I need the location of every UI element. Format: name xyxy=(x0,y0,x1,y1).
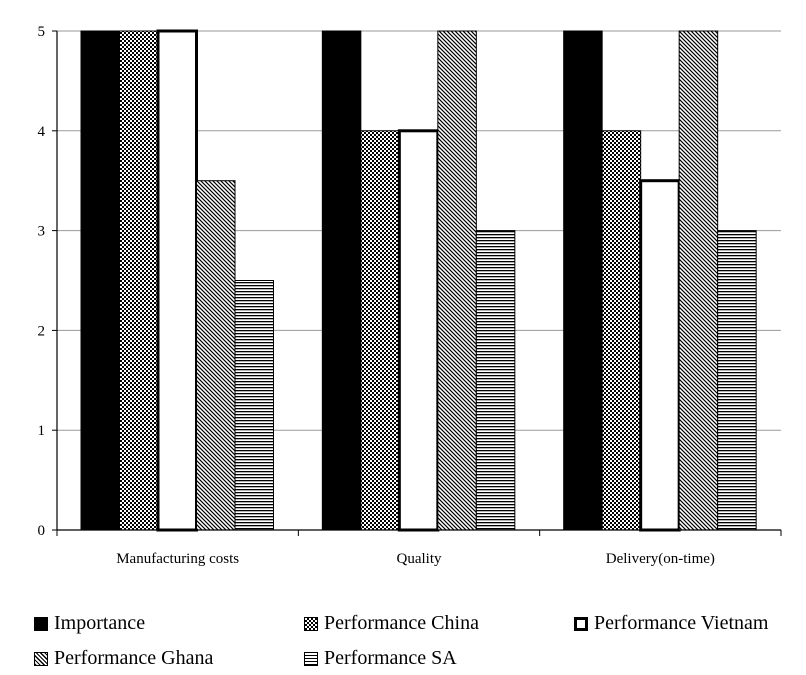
tick-labels: 0 1 2 3 4 5 Manufacturing costs Quality Delivery… xyxy=(38,24,715,567)
bar-performance-sa-3 xyxy=(717,230,757,531)
x-tick-label: Delivery(on-time) xyxy=(606,551,715,567)
x-tick-label: Manufacturing costs xyxy=(116,551,239,567)
bar-performance-china-3 xyxy=(601,130,642,531)
y-tick-label: 2 xyxy=(38,323,46,339)
bar-importance-1 xyxy=(80,30,120,531)
bar-performance-vietnam-1 xyxy=(156,29,198,532)
bar-performance-sa-2 xyxy=(475,230,516,531)
bar-performance-vietnam-3 xyxy=(639,179,681,532)
bar-performance-sa-1 xyxy=(234,280,274,531)
bar-performance-ghana-2 xyxy=(437,30,477,531)
bar-importance-2 xyxy=(321,30,362,531)
bar-performance-china-2 xyxy=(360,130,400,531)
bar-performance-ghana-1 xyxy=(196,180,236,531)
y-tick-label: 4 xyxy=(38,124,46,140)
y-tick-label: 3 xyxy=(38,224,46,240)
x-tick-label: Quality xyxy=(397,551,442,567)
axes xyxy=(52,30,782,536)
bar-performance-vietnam-2 xyxy=(397,129,440,532)
bar-performance-china-1 xyxy=(119,30,159,531)
y-tick-label: 5 xyxy=(38,24,46,40)
bar-importance-3 xyxy=(563,30,603,531)
bars xyxy=(80,29,757,532)
y-tick-label: 1 xyxy=(38,423,46,439)
bar-performance-ghana-3 xyxy=(678,30,719,531)
y-tick-label: 0 xyxy=(38,523,46,539)
